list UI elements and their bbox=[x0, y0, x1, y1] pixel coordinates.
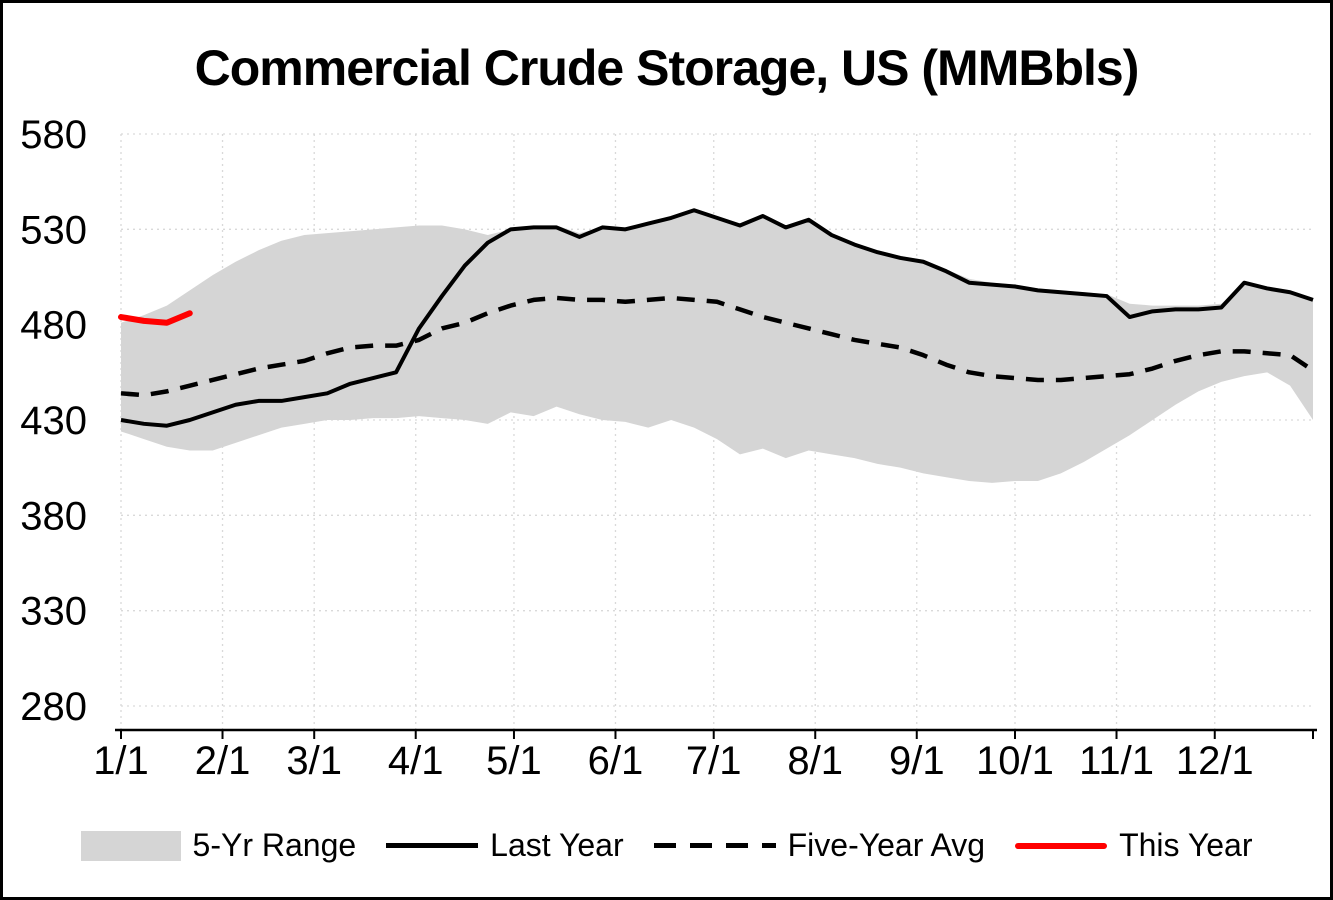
last-year-swatch bbox=[386, 843, 479, 848]
this-year-swatch bbox=[1015, 842, 1108, 849]
y-tick-label: 280 bbox=[20, 685, 87, 729]
y-tick-label: 580 bbox=[20, 113, 87, 157]
legend-item-last-year: Last Year bbox=[386, 827, 624, 864]
x-tick-label: 10/1 bbox=[976, 739, 1054, 783]
y-tick-label: 380 bbox=[20, 494, 87, 538]
five-year-avg-swatch bbox=[653, 843, 776, 848]
legend-item-five-year-avg: Five-Year Avg bbox=[653, 827, 986, 864]
x-tick-label: 5/1 bbox=[486, 739, 542, 783]
legend-label-this-year: This Year bbox=[1119, 827, 1253, 863]
x-tick-label: 2/1 bbox=[195, 739, 251, 783]
x-tick-label: 12/1 bbox=[1176, 739, 1254, 783]
legend-label-range: 5-Yr Range bbox=[192, 827, 357, 863]
range-swatch bbox=[80, 830, 181, 861]
y-tick-label: 330 bbox=[20, 590, 87, 634]
x-tick-label: 1/1 bbox=[93, 739, 149, 783]
this-year-line bbox=[118, 310, 193, 326]
x-tick-label: 3/1 bbox=[286, 739, 342, 783]
x-tick-label: 6/1 bbox=[588, 739, 644, 783]
x-tick-label: 7/1 bbox=[686, 739, 742, 783]
five-year-avg-line bbox=[120, 295, 1315, 398]
chart-title: Commercial Crude Storage, US (MMBbls) bbox=[194, 40, 1140, 96]
x-tick-label: 9/1 bbox=[889, 739, 945, 783]
legend-label-last-year: Last Year bbox=[490, 827, 624, 863]
legend-item-this-year: This Year bbox=[1015, 827, 1252, 864]
x-tick-label: 8/1 bbox=[787, 739, 843, 783]
5-yr-range-band bbox=[121, 210, 1313, 483]
last-year-line bbox=[120, 208, 1314, 428]
legend: 5-Yr Range Last Year Five-Year Avg This … bbox=[3, 827, 1330, 864]
x-tick-label: 11/1 bbox=[1079, 739, 1154, 783]
x-tick-label: 4/1 bbox=[388, 739, 444, 783]
y-tick-label: 530 bbox=[20, 208, 87, 252]
legend-label-five-year-avg: Five-Year Avg bbox=[787, 827, 986, 863]
y-tick-label: 480 bbox=[20, 304, 87, 348]
chart-canvas: 280 330 380 430 480 530 580 1/1 2/1 3/1 4/1 5/1 6/1 7… bbox=[20, 113, 1317, 783]
legend-item-range: 5-Yr Range bbox=[80, 827, 357, 864]
y-tick-label: 430 bbox=[20, 399, 87, 443]
